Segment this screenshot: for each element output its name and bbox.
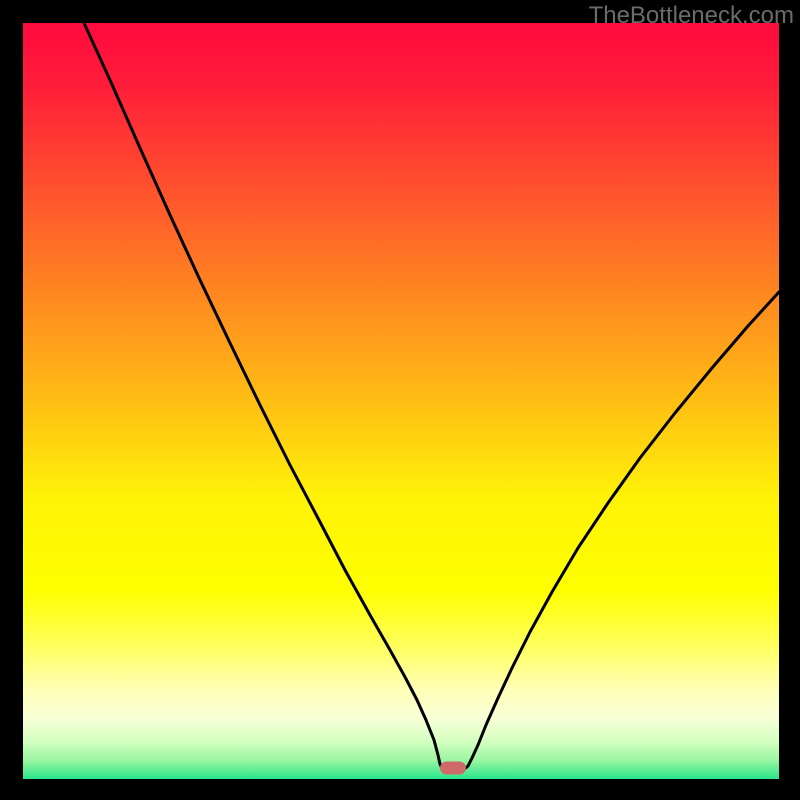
watermark-text: TheBottleneck.com bbox=[589, 2, 794, 30]
optimal-marker bbox=[440, 762, 466, 775]
chart-container: TheBottleneck.com bbox=[0, 0, 800, 800]
plot-svg bbox=[0, 0, 800, 800]
plot-area bbox=[23, 23, 779, 779]
bottleneck-curve bbox=[84, 23, 779, 769]
